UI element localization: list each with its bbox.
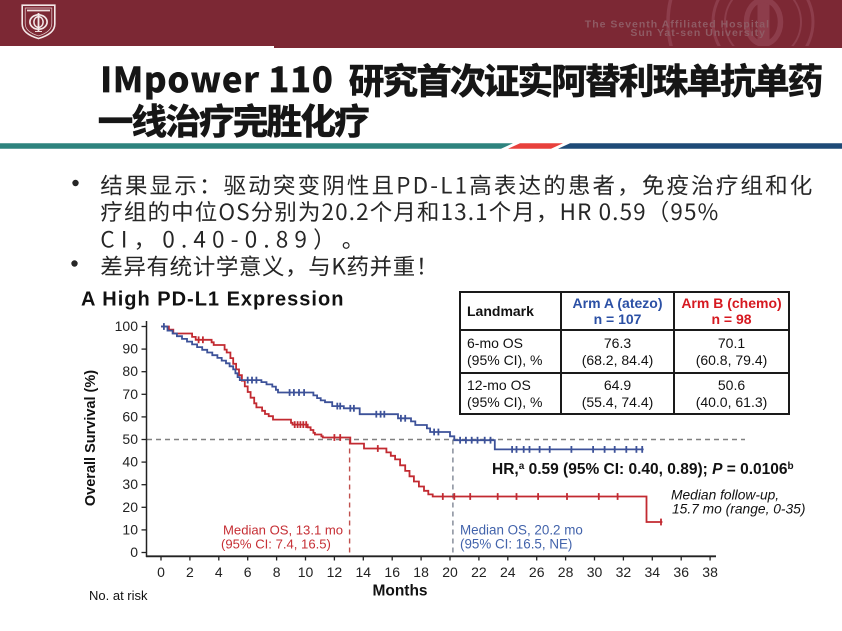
svg-text:Sun Yat-sen University: Sun Yat-sen University: [630, 27, 766, 39]
svg-text:32: 32: [616, 564, 632, 580]
svg-text:38: 38: [702, 564, 718, 580]
svg-text:10: 10: [298, 564, 314, 580]
svg-text:26: 26: [529, 564, 545, 580]
svg-text:Months: Months: [372, 583, 427, 600]
svg-text:HR,a 0.59 (95% CI: 0.40, 0.89): HR,a 0.59 (95% CI: 0.40, 0.89); P = 0.01…: [492, 461, 794, 479]
svg-text:6: 6: [244, 564, 252, 580]
svg-text:(95% CI: 7.4, 16.5): (95% CI: 7.4, 16.5): [221, 537, 331, 552]
svg-text:30: 30: [122, 476, 138, 492]
svg-text:2: 2: [186, 564, 194, 580]
svg-text:16: 16: [384, 564, 400, 580]
svg-text:18: 18: [413, 564, 429, 580]
svg-text:20: 20: [122, 499, 138, 515]
svg-text:0: 0: [130, 544, 138, 560]
svg-text:No. at risk: No. at risk: [89, 588, 148, 603]
svg-text:Median OS, 20.2 mo: Median OS, 20.2 mo: [460, 523, 583, 538]
svg-text:40: 40: [122, 454, 138, 470]
svg-text:70: 70: [122, 386, 138, 402]
svg-text:A High PD-L1 Expression: A High PD-L1 Expression: [81, 289, 344, 311]
svg-text:(95% CI: 16.5, NE): (95% CI: 16.5, NE): [460, 537, 572, 552]
svg-text:28: 28: [558, 564, 574, 580]
svg-text:0: 0: [157, 564, 165, 580]
svg-text:22: 22: [471, 564, 487, 580]
svg-text:100: 100: [115, 318, 139, 334]
svg-text:30: 30: [587, 564, 603, 580]
svg-text:34: 34: [645, 564, 661, 580]
svg-text:24: 24: [500, 564, 516, 580]
svg-text:50: 50: [122, 431, 138, 447]
svg-text:Median follow-up,: Median follow-up,: [671, 488, 779, 503]
svg-text:80: 80: [122, 363, 138, 379]
svg-text:Overall Survival (%): Overall Survival (%): [83, 370, 99, 506]
svg-text:10: 10: [122, 521, 138, 537]
svg-text:8: 8: [273, 564, 281, 580]
svg-text:20: 20: [442, 564, 458, 580]
svg-text:4: 4: [215, 564, 223, 580]
svg-text:The Seventh Affiliated Hospita: The Seventh Affiliated Hospital: [585, 19, 770, 31]
svg-text:14: 14: [356, 564, 372, 580]
svg-text:90: 90: [122, 341, 138, 357]
svg-text:15.7 mo (range, 0-35): 15.7 mo (range, 0-35): [672, 502, 805, 517]
svg-text:36: 36: [673, 564, 689, 580]
svg-text:60: 60: [122, 408, 138, 424]
svg-text:12: 12: [327, 564, 343, 580]
svg-text:Median OS, 13.1 mo: Median OS, 13.1 mo: [223, 523, 343, 538]
